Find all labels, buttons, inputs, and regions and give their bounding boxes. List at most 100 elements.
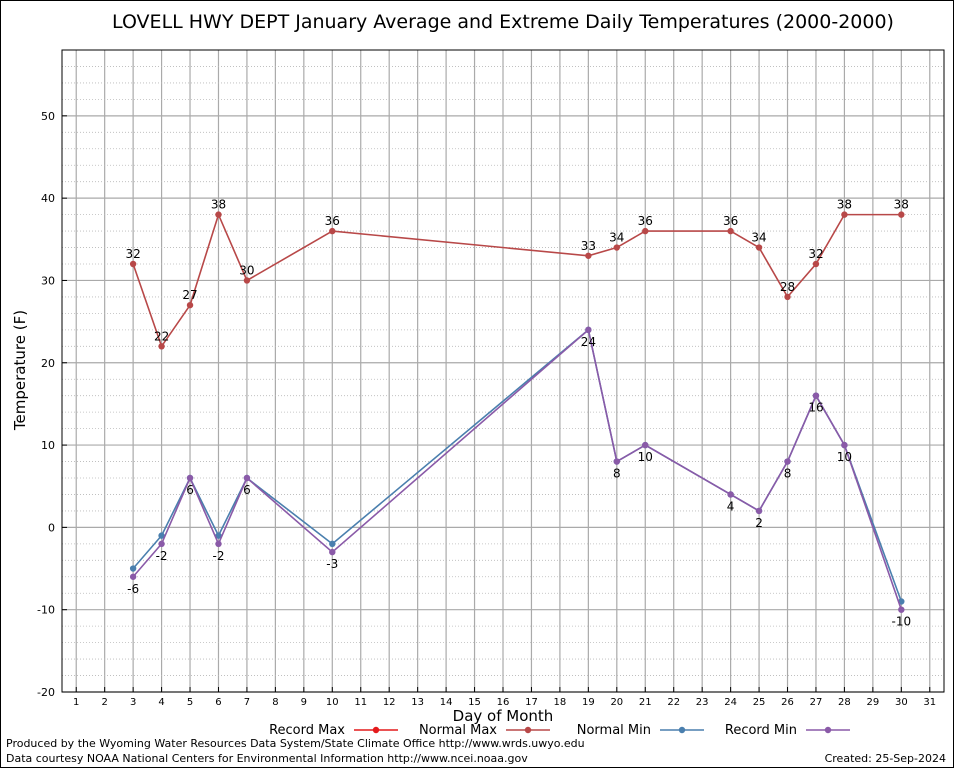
- x-tick-label: 11: [354, 697, 367, 708]
- record-min-data-label: 4: [727, 499, 735, 513]
- x-tick-label: 9: [301, 697, 307, 708]
- record-min-point: [727, 491, 734, 498]
- record-min-data-label: -2: [156, 549, 168, 563]
- normal-max-data-label: 36: [723, 214, 738, 228]
- x-axis-label: Day of Month: [453, 707, 554, 725]
- record-min-data-label: 6: [243, 483, 251, 497]
- record-min-point: [898, 606, 905, 613]
- x-tick-label: 19: [582, 697, 595, 708]
- record-min-point: [215, 540, 222, 548]
- record-min-point: [755, 507, 763, 515]
- x-tick-label: 25: [753, 697, 766, 708]
- y-tick-label: 30: [41, 274, 55, 287]
- x-tick-label: 21: [639, 697, 652, 708]
- record-min-data-label: -6: [127, 582, 139, 596]
- x-tick-label: 1: [73, 697, 79, 708]
- normal-max-data-label: 34: [609, 231, 624, 245]
- y-tick-label: 10: [41, 439, 55, 452]
- y-tick-label: 20: [41, 357, 55, 370]
- normal-max-data-label: 33: [581, 239, 596, 253]
- y-axis-label: Temperature (F): [11, 310, 29, 431]
- grid: [62, 49, 944, 693]
- normal-min-point: [129, 565, 137, 572]
- record-min-point: [243, 474, 251, 482]
- normal-max-data-label: 38: [837, 198, 852, 212]
- normal-max-data-label: 28: [780, 280, 795, 294]
- record-min-data-label: -3: [326, 557, 338, 571]
- x-tick-label: 23: [696, 697, 709, 708]
- x-tick-label: 13: [411, 697, 424, 708]
- normal-max-data-label: 38: [894, 198, 909, 212]
- record-min-point: [129, 573, 137, 580]
- x-tick-label: 20: [610, 697, 623, 708]
- chart-title: LOVELL HWY DEPT January Average and Extr…: [112, 11, 894, 33]
- x-tick-label: 7: [244, 697, 250, 708]
- normal-min-point: [158, 532, 165, 539]
- normal-min-point: [215, 532, 222, 539]
- normal-max-point: [613, 244, 621, 251]
- x-tick-label: 12: [383, 697, 396, 708]
- x-tick-label: 6: [215, 697, 221, 708]
- x-tick-label: 10: [326, 697, 339, 708]
- normal-max-point: [898, 211, 905, 218]
- normal-max-point: [727, 227, 734, 235]
- x-tick-label: 3: [130, 697, 136, 708]
- record-min-point: [812, 392, 820, 399]
- normal-max-point: [158, 343, 165, 350]
- normal-max-point: [129, 260, 137, 268]
- legend-label-record-max: Record Max: [269, 723, 345, 738]
- record-min-data-label: 16: [808, 401, 823, 415]
- legend-label-normal-max: Normal Max: [419, 723, 497, 738]
- record-min-data-label: 24: [581, 335, 596, 349]
- y-tick-label: -20: [37, 686, 55, 699]
- normal-max-point: [186, 301, 194, 309]
- normal-max-data-label: 32: [808, 247, 823, 261]
- record-min-data-label: 10: [638, 450, 653, 464]
- record-min-point: [329, 548, 336, 556]
- x-tick-label: 30: [895, 697, 908, 708]
- x-tick-label: 14: [440, 697, 453, 708]
- x-tick-label: 8: [272, 697, 278, 708]
- produced-by-note: Produced by the Wyoming Water Resources …: [6, 737, 585, 750]
- x-tick-label: 27: [810, 697, 823, 708]
- normal-max-point: [812, 260, 820, 268]
- legend-label-record-min: Record Min: [725, 723, 797, 738]
- normal-max-data-label: 36: [325, 214, 340, 228]
- x-tick-label: 4: [158, 697, 164, 708]
- record-min-point: [585, 326, 592, 334]
- record-min-point: [613, 458, 621, 465]
- x-tick-label: 16: [497, 697, 510, 708]
- x-tick-label: 24: [724, 697, 737, 708]
- x-tick-label: 26: [781, 697, 794, 708]
- x-tick-label: 28: [838, 697, 851, 708]
- axis-ticks: 1 2 3 4 5 6 7 8 9 10 11 12 13 14 15 16 17 18 19 20 21 22 23 24 2…: [37, 110, 936, 708]
- record-min-point: [841, 441, 848, 449]
- normal-max-point: [585, 252, 592, 259]
- x-tick-label: 29: [867, 697, 880, 708]
- normal-max-data-label: 38: [211, 198, 226, 212]
- normal-max-point: [784, 293, 791, 301]
- normal-max-point: [841, 211, 848, 218]
- x-tick-label: 18: [554, 697, 567, 708]
- normal-max-point: [755, 244, 763, 251]
- record-min-point: [784, 458, 791, 465]
- legend-label-normal-min: Normal Min: [577, 723, 651, 738]
- normal-max-data-label: 22: [154, 329, 169, 343]
- y-tick-label: 0: [48, 521, 55, 534]
- normal-max-data-label: 30: [239, 263, 254, 277]
- normal-min-point: [329, 540, 336, 548]
- record-min-data-label: 8: [784, 467, 792, 481]
- normal-max-data-label: 34: [751, 231, 766, 245]
- legend-marker-record-min: [824, 726, 832, 734]
- x-tick-label: 15: [468, 697, 481, 708]
- legend: Record Max Normal Max Normal Min Record Min: [269, 723, 850, 738]
- normal-max-data-label: 32: [125, 247, 140, 261]
- x-tick-label: 22: [667, 697, 680, 708]
- y-tick-label: -10: [37, 604, 55, 617]
- record-min-data-label: 8: [613, 467, 621, 481]
- record-min-point: [158, 540, 165, 548]
- normal-max-point: [243, 277, 251, 284]
- record-min-data-label: -10: [892, 615, 912, 629]
